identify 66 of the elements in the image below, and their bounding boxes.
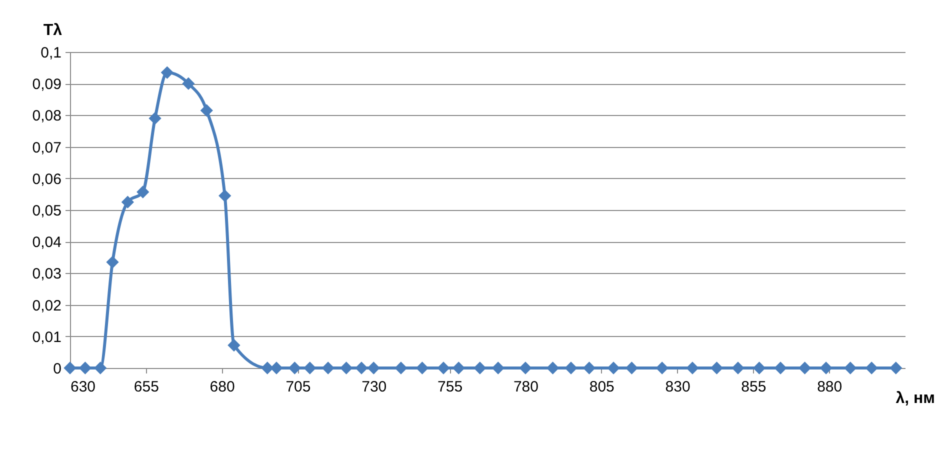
point [732, 362, 744, 374]
point [656, 362, 668, 374]
point [340, 362, 353, 374]
y-tick-label: 0,05 [32, 202, 62, 220]
point [519, 362, 532, 374]
point [106, 256, 119, 268]
y-tick-label: 0,04 [32, 234, 62, 252]
x-tick-label: 755 [438, 378, 463, 396]
point [182, 77, 195, 90]
y-tick-label: 0,09 [32, 76, 62, 94]
y-tick-label: 0,03 [32, 266, 62, 283]
y-axis-title: Tλ [43, 22, 62, 39]
point [288, 362, 302, 374]
y-tick-label: 0,02 [32, 297, 62, 314]
x-tick-label: 655 [134, 378, 159, 396]
x-axis-title: λ, нм [896, 390, 935, 407]
point [844, 362, 857, 374]
point [322, 362, 334, 374]
point [200, 104, 213, 117]
x-tick-label: 880 [817, 378, 842, 396]
point [752, 362, 766, 374]
y-tick-label: 0,01 [32, 328, 62, 346]
point [270, 362, 283, 374]
point [607, 362, 620, 374]
point [492, 362, 504, 374]
point [355, 362, 368, 374]
point [774, 362, 787, 374]
point [94, 362, 107, 374]
y-tick-label: 0,07 [32, 139, 62, 156]
point [546, 362, 560, 374]
point [437, 362, 450, 374]
point [394, 362, 408, 374]
point [160, 66, 174, 79]
x-tick-label: 730 [362, 378, 387, 396]
y-tick-label: 0,06 [32, 170, 62, 188]
point [367, 362, 380, 374]
point [820, 362, 832, 374]
x-tick-label: 680 [210, 378, 235, 396]
y-tick-label: 0 [53, 360, 62, 378]
x-tick-label: 705 [286, 378, 311, 396]
point [890, 362, 902, 374]
point [474, 362, 486, 374]
point [64, 362, 76, 374]
x-tick-label: 855 [741, 378, 766, 396]
point [686, 362, 699, 374]
point [564, 362, 578, 374]
x-tick-label: 630 [70, 378, 96, 396]
y-tick-label: 0,08 [32, 108, 62, 125]
point [78, 362, 92, 374]
x-tick-label: 780 [513, 378, 538, 396]
point [148, 112, 162, 125]
point [136, 186, 150, 198]
x-tick-label: 805 [589, 378, 614, 396]
point [625, 362, 638, 374]
point [218, 189, 232, 202]
y-tick-label: 0,1 [40, 44, 62, 62]
point [582, 362, 596, 374]
point [710, 362, 724, 374]
point [304, 362, 316, 374]
point [416, 362, 429, 374]
point [798, 362, 812, 374]
point [121, 196, 134, 208]
x-tick-label: 830 [665, 378, 690, 396]
point [228, 338, 240, 352]
point [452, 362, 465, 374]
point [865, 362, 878, 374]
